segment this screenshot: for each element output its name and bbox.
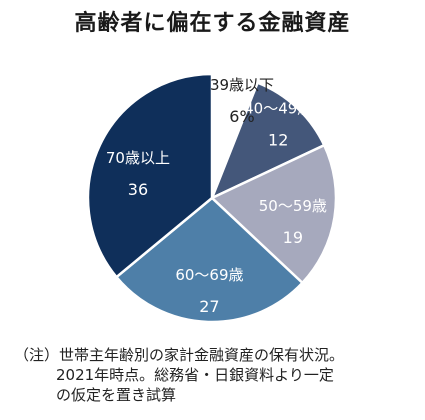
- slice-value-2: 12: [268, 130, 288, 149]
- pie-slice-5: [86, 72, 214, 279]
- slice-value-4: 27: [199, 297, 219, 316]
- slice-value-3: 19: [283, 228, 303, 247]
- footnote-line-1: （注）世帯主年齢別の家計金融資産の保有状況。: [14, 346, 345, 364]
- slice-value-5: 36: [128, 180, 148, 199]
- slice-label-5: 70歳以上: [106, 149, 170, 167]
- pie-slice-2: [209, 81, 326, 201]
- footnote-line-2: 2021年時点。総務省・日銀資料より一定: [56, 366, 334, 384]
- slice-label-2: 40～49歳: [244, 99, 312, 117]
- footnote: （注）世帯主年齢別の家計金融資産の保有状況。 2021年時点。総務省・日銀資料よ…: [14, 345, 414, 405]
- pie-slice-4: [114, 196, 305, 324]
- slice-value-1: 6%: [229, 107, 254, 126]
- slice-label-4: 60～69歳: [175, 266, 243, 284]
- slice-label-3: 50～59歳: [259, 197, 327, 215]
- slice-label-1: 39歳以下: [210, 76, 274, 94]
- footnote-line-3: の仮定を置き試算: [56, 386, 177, 404]
- pie-slice-3: [209, 143, 338, 285]
- chart-title: 高齢者に偏在する金融資産: [74, 11, 351, 36]
- pie-chart: 39歳以下 6%40～49歳 12 50～59歳 19 60～69歳 27 70歳以上 36: [86, 72, 338, 324]
